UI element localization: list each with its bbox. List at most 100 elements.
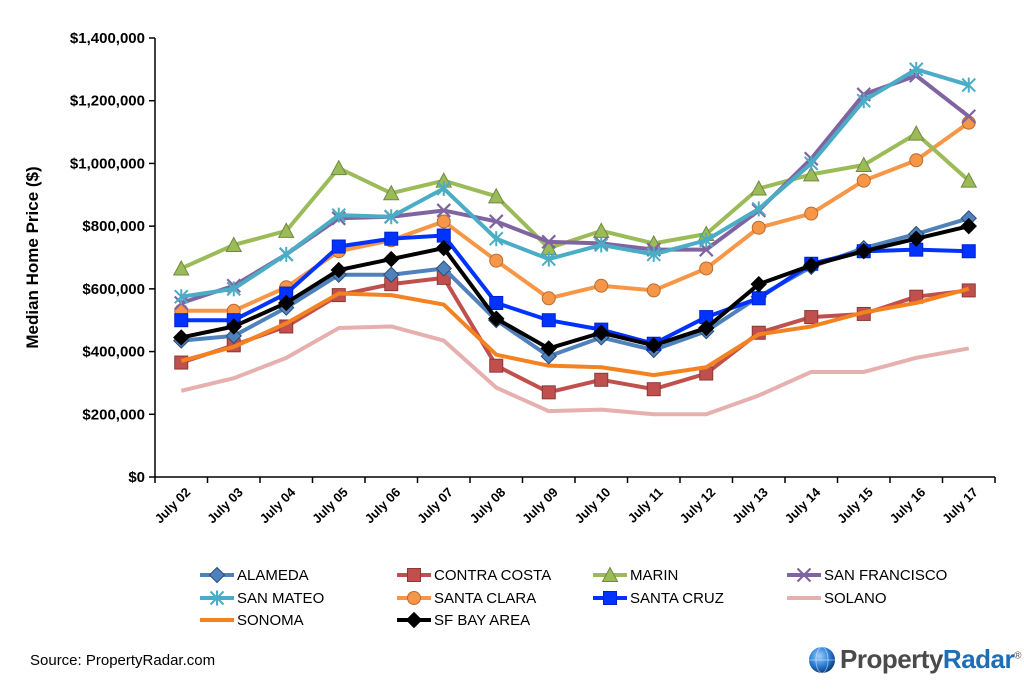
data-point-san-francisco (488, 214, 504, 229)
x-tick-label: July 15 (834, 485, 876, 527)
data-point-santa-cruz (751, 291, 766, 306)
y-tick-label: $400,000 (82, 344, 145, 361)
data-point-santa-cruz (384, 231, 399, 246)
source-note: Source: PropertyRadar.com (30, 652, 216, 669)
data-point-marin (330, 159, 348, 176)
data-point-alameda (383, 266, 400, 283)
data-point-san-mateo (594, 237, 609, 253)
data-point-alameda (435, 260, 452, 277)
x-tick-label: July 14 (782, 484, 824, 526)
data-point-contra-costa (804, 310, 819, 325)
data-point-marin (802, 165, 820, 182)
data-point-santa-clara (594, 278, 609, 293)
data-point-santa-clara (436, 214, 451, 229)
data-point-contra-costa (646, 382, 661, 397)
data-point-marin (592, 222, 610, 238)
data-point-marin (855, 156, 873, 172)
legend-label: SONOMA (237, 612, 304, 629)
data-point-san-mateo (174, 289, 189, 305)
data-point-sf-bay-area (488, 310, 505, 327)
data-point-sf-bay-area (645, 337, 662, 354)
x-tick-label: July 12 (677, 485, 719, 527)
x-tick-label: July 05 (309, 485, 351, 527)
series-sonoma (180, 286, 970, 378)
data-point-san-mateo (436, 181, 451, 197)
series-layer (172, 61, 978, 417)
legend-item-sf-bay-area: SF BAY AREA (397, 611, 530, 629)
data-point-san-francisco (436, 203, 452, 218)
data-point-san-mateo (331, 207, 346, 223)
x-tick-label: July 08 (467, 485, 509, 527)
legend-label: SANTA CLARA (434, 590, 536, 607)
data-point-marin (907, 125, 925, 141)
series-sf-bay-area (173, 217, 977, 357)
legend-item-san-francisco: SAN FRANCISCO (787, 567, 947, 584)
data-point-marin (277, 222, 295, 238)
data-point-san-mateo (909, 61, 924, 77)
data-point-contra-costa (541, 385, 556, 400)
data-point-sf-bay-area (593, 324, 610, 341)
legend-swatch-marker (208, 566, 226, 584)
data-point-santa-cruz (489, 295, 504, 310)
legend-label: ALAMEDA (237, 567, 309, 584)
x-tick-label: July 06 (362, 485, 404, 527)
data-point-santa-clara (909, 153, 924, 168)
x-tick-label: July 07 (414, 485, 456, 527)
data-point-santa-cruz (541, 313, 556, 328)
legend-label: CONTRA COSTA (434, 567, 551, 584)
data-point-marin (172, 259, 190, 276)
data-point-sf-bay-area (383, 250, 400, 268)
data-point-marin (960, 172, 978, 188)
data-point-marin (487, 187, 505, 204)
y-tick-label: $800,000 (82, 218, 145, 235)
legend-swatch-marker (407, 591, 421, 605)
data-point-santa-clara (961, 115, 976, 130)
y-tick-label: $0 (128, 469, 145, 486)
y-tick-label: $200,000 (82, 406, 145, 423)
data-point-san-mateo (804, 155, 819, 171)
series-solano (180, 324, 970, 417)
data-point-sf-bay-area (908, 230, 925, 247)
legend-item-marin: MARIN (593, 566, 678, 584)
data-point-santa-clara (646, 283, 661, 298)
data-point-sf-bay-area (698, 319, 715, 337)
data-point-santa-cruz (174, 313, 189, 328)
x-tick-label: July 09 (519, 485, 561, 527)
data-point-san-mateo (856, 93, 871, 109)
data-point-santa-clara (856, 173, 871, 188)
data-point-sf-bay-area (803, 257, 820, 274)
data-point-contra-costa (594, 372, 609, 387)
data-point-santa-clara (804, 206, 819, 221)
data-point-santa-cruz (961, 244, 976, 259)
legend-swatch-marker (796, 567, 812, 583)
x-tick-label: July 16 (887, 485, 929, 527)
series-line-contra-costa (180, 275, 969, 395)
logo-text-property: Property (840, 644, 943, 674)
legend: ALAMEDA CONTRA COSTA MARIN SAN FRANCISCO SAN… (200, 566, 947, 629)
data-point-sf-bay-area (750, 275, 767, 293)
data-point-san-mateo (751, 201, 766, 217)
legend-item-sonoma: SONOMA (200, 612, 304, 629)
legend-swatch-marker (601, 566, 619, 582)
series-line-sonoma (180, 286, 970, 378)
data-point-sf-bay-area (278, 294, 295, 312)
data-point-alameda (225, 327, 242, 345)
series-line-sf-bay-area (180, 224, 970, 351)
legend-swatch-marker (209, 590, 225, 606)
line-chart: $0 $200,000 $400,000 $600,000 $800,000 $1,000… (23, 30, 996, 629)
x-tick-label: July 11 (625, 485, 666, 526)
legend-item-san-mateo: SAN MATEO (200, 590, 324, 607)
x-tick-label: July 03 (204, 485, 246, 527)
series-line-solano (180, 324, 970, 417)
data-point-san-mateo (489, 231, 504, 247)
legend-item-santa-clara: SANTA CLARA (397, 590, 536, 607)
data-point-marin (225, 236, 243, 252)
data-point-santa-clara (489, 253, 504, 268)
data-point-sf-bay-area (435, 239, 452, 257)
y-tick-label: $600,000 (82, 281, 145, 298)
legend-item-contra-costa: CONTRA COSTA (397, 567, 551, 584)
data-point-sf-bay-area (540, 340, 557, 357)
legend-item-santa-cruz: SANTA CRUZ (593, 590, 724, 607)
data-point-san-mateo (699, 232, 714, 248)
data-point-marin (750, 179, 768, 196)
